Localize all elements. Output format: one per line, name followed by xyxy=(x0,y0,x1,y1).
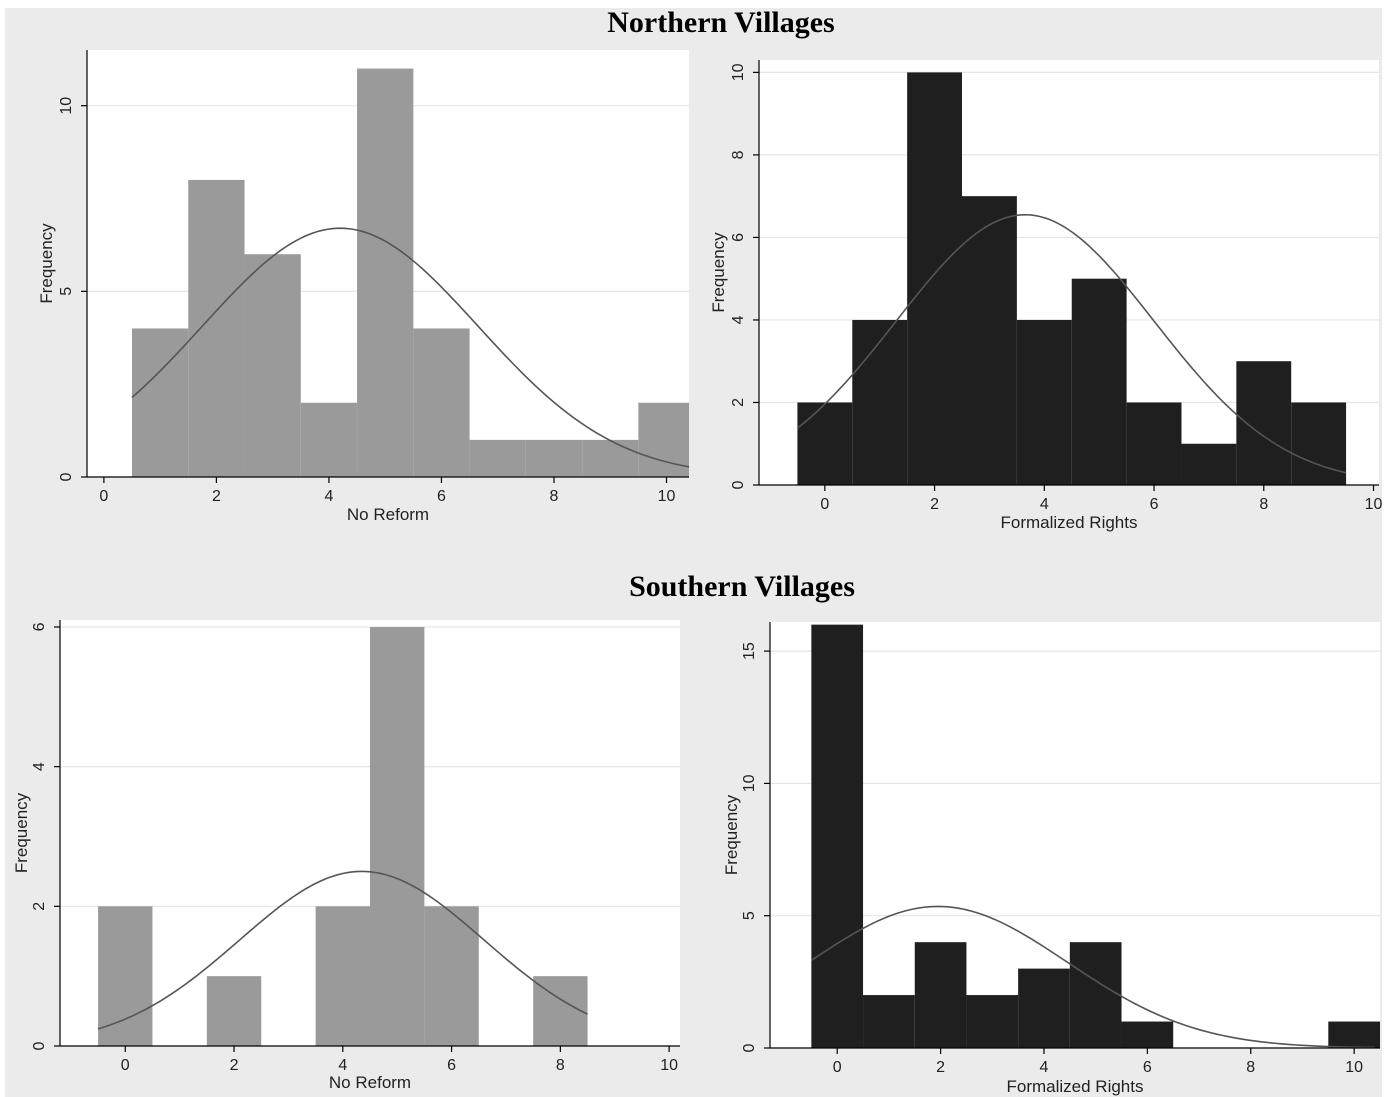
histogram-bar xyxy=(811,624,864,1048)
x-tick-label: 4 xyxy=(338,1057,347,1074)
x-axis-title: No Reform xyxy=(329,1073,411,1092)
histogram-bar xyxy=(1069,942,1122,1048)
x-axis-title: Formalized Rights xyxy=(1007,1077,1144,1096)
x-tick-label: 4 xyxy=(324,488,333,505)
histogram-bar xyxy=(188,179,245,477)
histogram-bar xyxy=(315,906,370,1046)
histogram-bar xyxy=(1181,443,1237,485)
y-tick-label: 6 xyxy=(730,233,747,242)
normal-density-curve xyxy=(810,905,1375,1049)
section-title-north: Northern Villages xyxy=(607,6,834,39)
histogram-bar xyxy=(469,439,526,477)
histogram-bar xyxy=(413,328,470,477)
y-axis-title: Frequency xyxy=(709,232,728,313)
x-tick-label: 4 xyxy=(1040,1059,1049,1076)
y-tick-label: 10 xyxy=(58,97,75,115)
histogram-bar xyxy=(525,439,583,477)
y-tick-label: 10 xyxy=(730,63,747,81)
y-tick-label: 0 xyxy=(58,472,75,481)
histogram-bar xyxy=(582,439,639,477)
histogram-bar xyxy=(1018,968,1070,1048)
x-tick-label: 10 xyxy=(1345,1059,1363,1076)
histogram-bar xyxy=(370,626,425,1046)
normal-density-curve xyxy=(796,213,1347,474)
histogram-bar xyxy=(357,68,414,477)
histogram-bar xyxy=(1126,402,1182,485)
histogram-bar xyxy=(1071,278,1127,485)
x-tick-label: 4 xyxy=(1040,496,1049,513)
x-tick-label: 8 xyxy=(550,488,559,505)
histogram-bar xyxy=(852,319,908,485)
y-tick-label: 4 xyxy=(730,315,747,324)
histogram-north-formalized-rights: 0 2 4 6 8 10 0 2 4 6 8 10 Formalized Rights Frequency xyxy=(709,60,1383,532)
histogram-bar xyxy=(1291,402,1347,485)
x-tick-label: 6 xyxy=(447,1057,456,1074)
histogram-bar xyxy=(98,906,153,1046)
histogram-bar xyxy=(1121,1021,1174,1048)
y-axis-title: Frequency xyxy=(722,794,741,875)
y-tick-label: 8 xyxy=(730,150,747,159)
x-tick-label: 6 xyxy=(1150,496,1159,513)
histogram-bar xyxy=(966,995,1019,1048)
histogram-bar xyxy=(907,72,963,486)
histogram-bar xyxy=(206,976,262,1046)
histogram-bar xyxy=(914,942,967,1048)
histogram-bar xyxy=(863,995,915,1048)
histogram-south-no-reform: 0 2 4 6 8 10 0 2 4 6 No Reform Frequency xyxy=(12,620,680,1092)
section-title-south: Southern Villages xyxy=(629,570,855,603)
x-tick-label: 2 xyxy=(930,496,939,513)
y-tick-label: 5 xyxy=(741,911,758,920)
histogram-bar xyxy=(1016,319,1072,485)
x-tick-label: 10 xyxy=(1365,496,1383,513)
histogram-bar xyxy=(962,196,1017,486)
x-tick-label: 10 xyxy=(658,488,676,505)
histogram-bar xyxy=(1236,361,1292,485)
y-tick-label: 2 xyxy=(730,398,747,407)
histogram-bar xyxy=(1328,1021,1380,1048)
x-tick-label: 0 xyxy=(833,1059,842,1076)
histogram-bar xyxy=(797,402,853,485)
y-tick-label: 10 xyxy=(741,774,758,792)
y-tick-label: 4 xyxy=(31,762,48,771)
x-tick-label: 8 xyxy=(1246,1059,1255,1076)
histogram-north-no-reform: 0 2 4 6 8 10 0 5 10 No Reform Frequency xyxy=(37,50,690,524)
x-tick-label: 6 xyxy=(437,488,446,505)
y-tick-label: 6 xyxy=(31,622,48,631)
y-axis-title: Frequency xyxy=(37,223,56,304)
x-tick-label: 2 xyxy=(230,1057,239,1074)
x-tick-label: 0 xyxy=(121,1057,130,1074)
x-tick-label: 2 xyxy=(212,488,221,505)
x-tick-label: 8 xyxy=(556,1057,565,1074)
x-tick-label: 0 xyxy=(820,496,829,513)
histogram-bar xyxy=(424,906,479,1046)
histogram-bar xyxy=(132,328,189,477)
normal-density-curve xyxy=(97,870,588,1030)
histogram-south-formalized-rights: 0 2 4 6 8 10 0 5 10 15 Formalized Rights Frequency xyxy=(722,622,1380,1096)
y-tick-label: 15 xyxy=(741,642,758,660)
x-tick-label: 6 xyxy=(1143,1059,1152,1076)
histogram-bar xyxy=(244,254,301,477)
x-axis-title: No Reform xyxy=(347,505,429,524)
y-tick-label: 5 xyxy=(58,287,75,296)
y-tick-label: 0 xyxy=(741,1043,758,1052)
y-axis-title: Frequency xyxy=(12,792,31,873)
x-tick-label: 0 xyxy=(99,488,108,505)
y-tick-label: 2 xyxy=(31,902,48,911)
normal-density-curve xyxy=(131,227,690,468)
y-tick-label: 0 xyxy=(730,480,747,489)
x-tick-label: 2 xyxy=(936,1059,945,1076)
histogram-bar xyxy=(300,402,358,477)
x-tick-label: 10 xyxy=(660,1057,678,1074)
x-axis-title: Formalized Rights xyxy=(1001,513,1138,532)
y-tick-label: 0 xyxy=(31,1041,48,1050)
x-tick-label: 8 xyxy=(1259,496,1268,513)
